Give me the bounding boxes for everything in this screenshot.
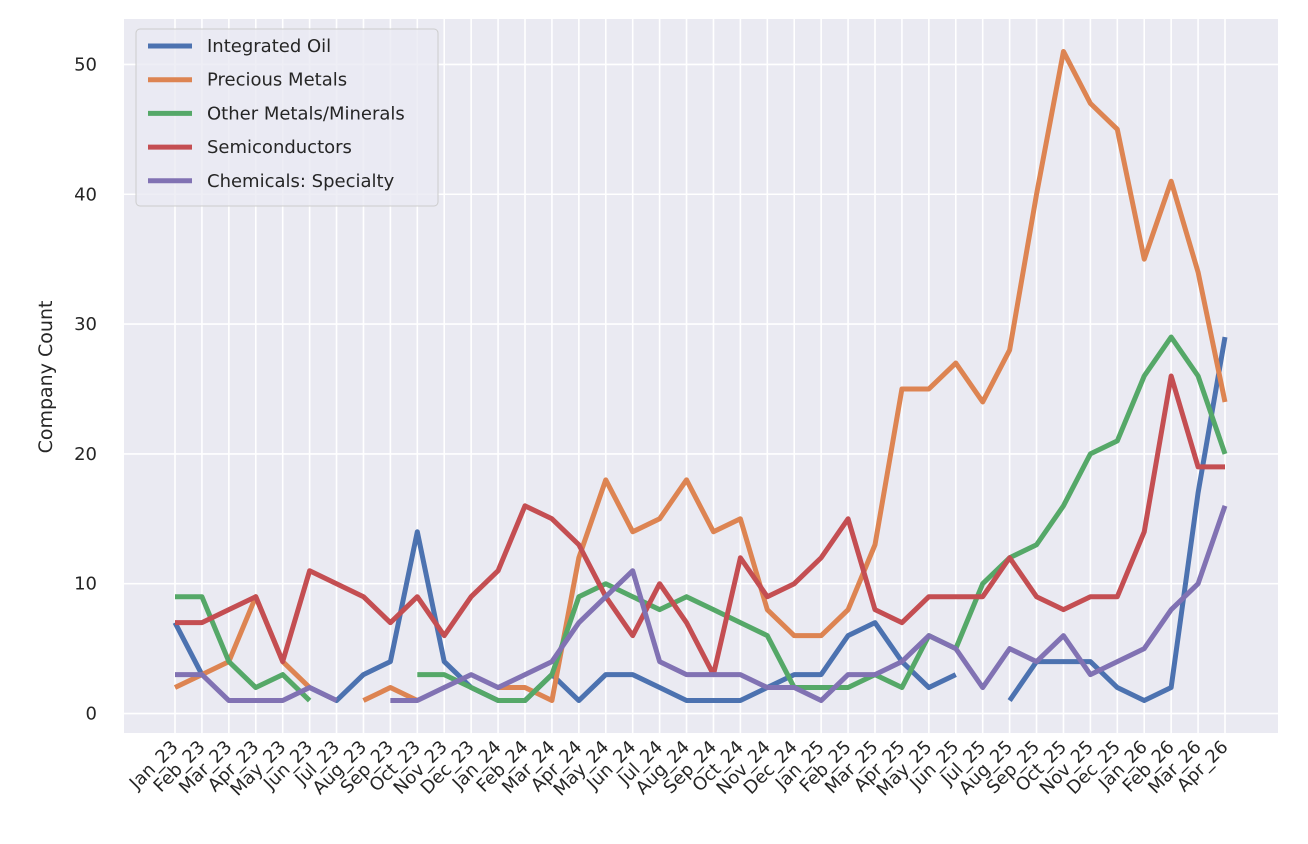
legend-label: Precious Metals <box>207 70 347 91</box>
series-line <box>362 685 419 703</box>
series-lines <box>172 48 1228 704</box>
y-tick-label: 10 <box>74 574 97 595</box>
series-line <box>175 373 1225 678</box>
y-tick-labels: 0 10 20 30 40 50 <box>74 54 97 724</box>
series-line <box>390 505 1228 704</box>
series-line <box>175 594 312 703</box>
y-tick-label: 0 <box>86 704 97 725</box>
legend: Integrated Oil Precious Metals Other Metal… <box>135 28 439 207</box>
y-tick-label: 30 <box>74 314 97 335</box>
legend-box <box>135 28 439 207</box>
legend-label: Integrated Oil <box>207 36 331 57</box>
legend-label: Chemicals: Specialty <box>207 171 395 192</box>
series-chemicals-specialty <box>175 505 1228 704</box>
y-tick-label: 20 <box>74 444 97 465</box>
series-line <box>172 621 205 676</box>
series-integrated-oil <box>172 336 1228 704</box>
y-tick-label: 40 <box>74 184 97 205</box>
y-axis-label: Company Count <box>35 301 57 454</box>
series-semiconductors <box>175 373 1225 678</box>
y-tick-label: 50 <box>74 54 97 75</box>
series-line <box>175 672 338 704</box>
x-tick-labels: Jan_23Feb_23Mar_23Apr_23May_23Jun_23Jul_… <box>125 737 1233 801</box>
series-line <box>308 529 957 704</box>
legend-label: Semiconductors <box>207 137 352 158</box>
series-other-metals-minerals <box>175 334 1228 704</box>
legend-label: Other Metals/Minerals <box>207 103 405 124</box>
series-line <box>417 334 1228 704</box>
series-line <box>498 48 1228 704</box>
series-line <box>1007 336 1228 704</box>
